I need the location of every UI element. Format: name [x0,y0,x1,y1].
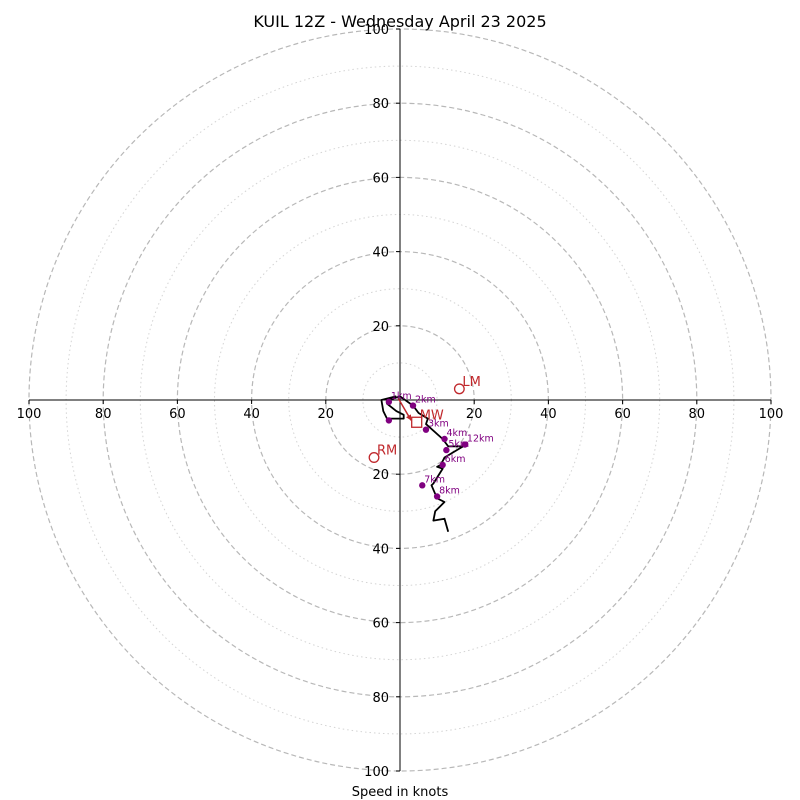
height-marker [385,398,393,406]
storm-motion-marker-lm [453,383,465,395]
height-marker [439,461,446,469]
y-tick-label: 60 [372,171,389,186]
y-tick-label: 20 [372,320,389,335]
y-tick-label: 40 [372,246,389,261]
height-label: 5km [448,439,469,450]
height-marker [419,482,426,489]
x-tick-label: 60 [169,407,186,422]
storm-motion-label-lm: LM [462,375,480,390]
height-marker [433,493,441,500]
x-tick-label: 60 [614,407,631,422]
storm-motion-label-rm: RM [377,444,397,459]
x-tick-label: 20 [466,407,483,422]
height-label: 7km [424,474,445,485]
y-tick-label: 20 [372,468,389,483]
height-label: 6km [445,454,466,465]
x-tick-label: 20 [318,407,335,422]
y-tick-label: 60 [372,617,389,632]
shear-vector-arrowhead [405,414,412,421]
y-tick-label: 100 [364,23,389,38]
x-tick-label: 80 [689,407,706,422]
x-tick-label: 40 [243,407,260,422]
x-tick-label: 80 [95,407,112,422]
storm-motion-marker-mw [411,416,423,428]
y-tick-label: 80 [372,691,389,706]
height-marker [422,426,430,433]
height-marker [385,417,393,424]
height-label: 2km [415,395,436,406]
x-axis-label: Speed in knots [352,785,449,800]
x-tick-label: 100 [759,407,784,422]
height-label: 12km [467,434,494,445]
storm-motion-label-mw: MW [420,408,444,423]
height-label: 8km [439,485,460,496]
height-label: 3km [428,419,449,430]
height-marker [461,441,469,448]
axis-tick-labels: 100 80 60 40 20 20 40 60 80 100 100 80 60 40 20 20 40 60 8… [17,23,784,780]
y-tick-label: 80 [372,97,389,112]
y-tick-label: 40 [372,542,389,557]
storm-motion-markers: LM RM MW [368,375,481,463]
height-label: 4km [447,428,468,439]
chart-title: KUIL 12Z - Wednesday April 23 2025 [253,12,546,31]
x-tick-label: 40 [540,407,557,422]
storm-motion-marker-rm [368,452,380,463]
height-marker [409,402,417,409]
height-marker [441,435,448,443]
x-tick-label: 100 [17,407,42,422]
y-tick-label: 100 [364,765,389,780]
height-label: 1km [391,391,412,402]
height-marker [443,446,450,454]
